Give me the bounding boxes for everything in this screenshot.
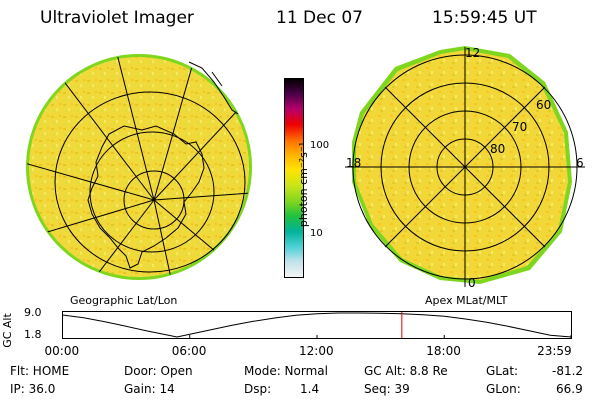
glon-label: GLon: bbox=[486, 382, 521, 396]
gc-alt-axis-title: GC Alt bbox=[0, 313, 14, 348]
geographic-image bbox=[26, 54, 252, 280]
magnetic-image bbox=[345, 46, 585, 287]
colorbar bbox=[284, 78, 304, 278]
x-tick-label: 18:00 bbox=[426, 344, 461, 358]
mlt-label-6: 6 bbox=[576, 156, 584, 170]
x-tick-label: 00:00 bbox=[44, 344, 80, 358]
altitude-plot bbox=[62, 311, 572, 339]
geographic-caption: Geographic Lat/Lon bbox=[70, 294, 178, 307]
antarctica-coastline bbox=[87, 125, 205, 269]
date-label: 11 Dec 07 bbox=[276, 8, 363, 28]
alt-tick-1-8: 1.8 bbox=[24, 328, 42, 341]
glat-value: -81.2 bbox=[552, 364, 584, 378]
seq-status: Seq: 39 bbox=[364, 382, 410, 396]
gain-status: Gain: 14 bbox=[124, 382, 175, 396]
colorbar-tick-100: 100 bbox=[310, 140, 330, 151]
mode-status: Mode: Normal bbox=[244, 364, 328, 378]
mlt-label-12: 12 bbox=[465, 46, 481, 60]
dsp-value: 1.4 bbox=[300, 382, 320, 396]
apex-caption: Apex MLat/MLT bbox=[425, 294, 508, 307]
continent-outline bbox=[188, 61, 239, 115]
plot-frame bbox=[62, 311, 572, 339]
x-tick-label: 23:59 bbox=[537, 344, 572, 358]
glat-label: GLat: bbox=[486, 364, 519, 378]
colorbar-gradient bbox=[284, 78, 304, 278]
mlat-mlt-grid bbox=[345, 47, 585, 287]
door-status: Door: Open bbox=[124, 364, 193, 378]
dsp-label: Dsp: bbox=[244, 382, 272, 396]
time-label: 15:59:45 UT bbox=[432, 8, 537, 28]
instrument-title: Ultraviolet Imager bbox=[40, 8, 194, 28]
mlat-label-70: 70 bbox=[512, 120, 528, 134]
filter-status: Flt: HOME bbox=[10, 364, 70, 378]
ip-status: IP: 36.0 bbox=[10, 382, 56, 396]
glon-value: 66.9 bbox=[556, 382, 583, 396]
x-tick-label: 12:00 bbox=[299, 344, 334, 358]
mlat-label-80: 80 bbox=[490, 142, 506, 156]
colorbar-unit-label: photon cm⁻²s⁻¹ bbox=[297, 141, 311, 228]
gc-alt-status: GC Alt: 8.8 Re bbox=[364, 364, 448, 378]
colorbar-tick-10: 10 bbox=[310, 228, 323, 239]
alt-tick-9: 9.0 bbox=[24, 306, 42, 319]
image-disk bbox=[29, 57, 249, 277]
mlt-label-18: 18 bbox=[346, 156, 362, 170]
mlat-label-60: 60 bbox=[536, 98, 552, 112]
x-tick-label: 06:00 bbox=[171, 344, 207, 358]
orbit-altitude-line bbox=[62, 312, 572, 338]
mlt-label-0: 0 bbox=[468, 276, 476, 290]
